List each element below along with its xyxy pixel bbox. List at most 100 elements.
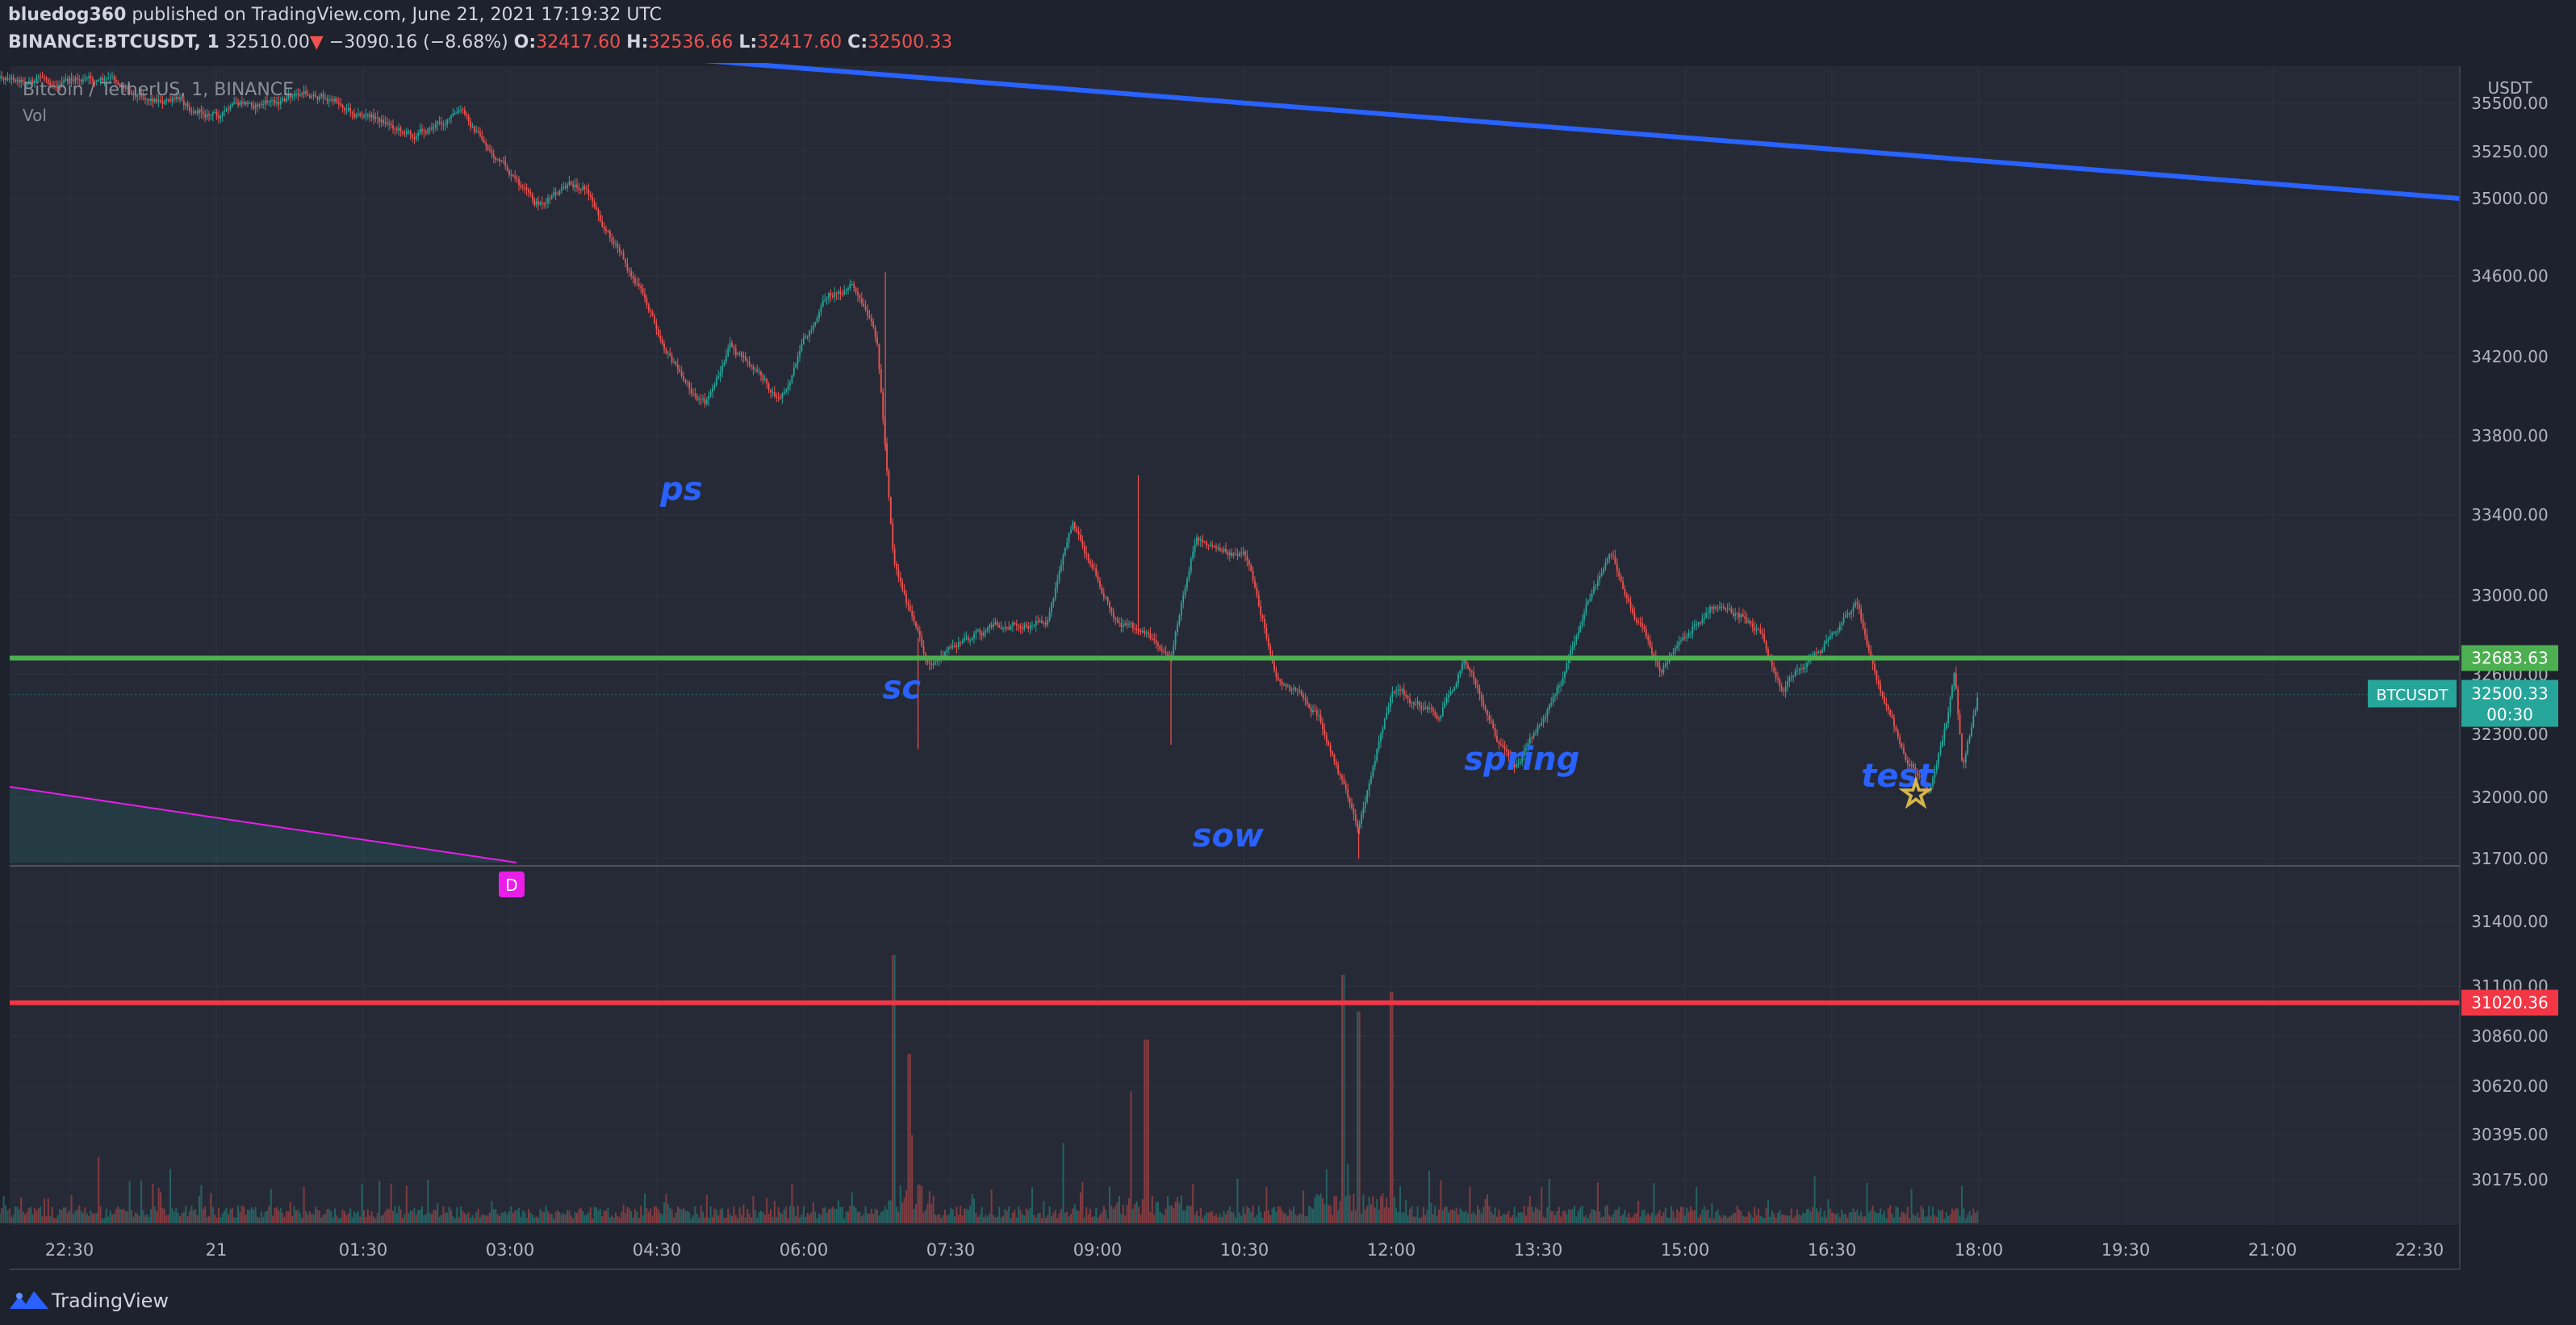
- volume-bar: [1932, 1206, 1934, 1223]
- author-name[interactable]: bluedog360: [8, 5, 127, 25]
- candle-body: [264, 100, 266, 105]
- volume-bar: [1362, 1193, 1365, 1223]
- volume-bar: [1303, 1190, 1304, 1223]
- volume-bar: [337, 1218, 340, 1223]
- candle-body: [177, 97, 179, 99]
- drawing-marker[interactable]: D: [499, 871, 525, 897]
- candle-body: [1662, 666, 1665, 673]
- candle-body: [969, 639, 972, 641]
- candle-body: [289, 94, 291, 98]
- volume-bar: [651, 1215, 654, 1223]
- volume-bar: [2, 1195, 5, 1223]
- candle-body: [55, 86, 57, 88]
- volume-bar: [6, 1210, 9, 1223]
- candle-body: [647, 304, 650, 311]
- volume-bar: [533, 1217, 536, 1223]
- volume-bar: [772, 1216, 774, 1223]
- volume-bar: [1184, 1210, 1186, 1223]
- annotations[interactable]: ps sc sow spring test: [659, 471, 1934, 855]
- descending-trendline[interactable]: [681, 63, 2461, 201]
- volume-bar: [1209, 1211, 1211, 1223]
- volume-bar: [1405, 1199, 1407, 1223]
- candle-body: [1131, 623, 1134, 629]
- volume-bar: [1399, 1186, 1401, 1223]
- volume-bar: [847, 1211, 849, 1223]
- volume-bar: [429, 1213, 431, 1223]
- candle-body: [253, 106, 255, 109]
- candle-body: [328, 100, 330, 102]
- plot-area[interactable]: [10, 66, 2460, 1225]
- drawing-triangle[interactable]: [9, 786, 517, 863]
- annotation-spring[interactable]: spring: [1464, 741, 1579, 778]
- candle-body: [1905, 753, 1907, 760]
- triangle-edge[interactable]: [9, 786, 517, 863]
- volume-bar: [264, 1211, 266, 1223]
- candle-body: [860, 298, 863, 304]
- candle-body: [1426, 707, 1428, 709]
- horizontal-lines[interactable]: [10, 655, 2460, 1005]
- candle-body: [1972, 715, 1975, 728]
- volume-bar: [554, 1211, 557, 1223]
- candle-body: [1422, 708, 1424, 710]
- tradingview-logo-icon[interactable]: [8, 1288, 50, 1314]
- volume-bar: [713, 1208, 716, 1223]
- volume-bar: [295, 1210, 297, 1223]
- candle-body: [1052, 598, 1055, 604]
- volume-bar: [189, 1210, 190, 1223]
- candle-body: [1395, 690, 1398, 692]
- volume-bar: [0, 1213, 1, 1223]
- volume-bar: [1916, 1213, 1918, 1223]
- candle-body: [1238, 553, 1240, 557]
- candle-body: [1874, 663, 1876, 671]
- volume-bar: [859, 1211, 861, 1223]
- volume-bar: [12, 1214, 15, 1223]
- candle-body: [341, 105, 344, 109]
- volume-bar: [795, 1216, 797, 1223]
- candle-body: [1587, 600, 1589, 604]
- volume-bar: [1, 1208, 3, 1223]
- volume-bar: [148, 1217, 150, 1223]
- footer-brand[interactable]: TradingView: [52, 1289, 169, 1312]
- volume-bar: [276, 1206, 278, 1223]
- star-icon[interactable]: ☆: [1898, 771, 1934, 817]
- candle-body: [200, 109, 203, 112]
- volume-bar: [680, 1209, 683, 1223]
- volume-bar: [1829, 1208, 1831, 1223]
- volume-bar: [132, 1216, 135, 1223]
- candle-body: [998, 625, 1001, 628]
- candle-body: [810, 329, 813, 331]
- volume-bar: [1945, 1211, 1947, 1223]
- candle-body: [1076, 528, 1078, 532]
- annotation-sow[interactable]: sow: [1193, 817, 1265, 855]
- candle-body: [247, 102, 249, 105]
- candle-body: [721, 366, 723, 373]
- volume-bar: [888, 1200, 890, 1223]
- volume-bar: [1335, 1196, 1337, 1223]
- candle-body: [467, 115, 470, 122]
- volume-bar: [1449, 1210, 1452, 1223]
- open-label: O:: [513, 32, 537, 52]
- volume-bar: [99, 1206, 102, 1223]
- candle-body: [1155, 639, 1157, 644]
- volume-bar: [140, 1180, 142, 1223]
- candle-body: [1215, 546, 1217, 549]
- annotation-ps[interactable]: ps: [659, 471, 702, 508]
- time-axis[interactable]: 22:30 21 01:30 03:00 04:30 06:00 07:30 09:00 10:…: [10, 1240, 2460, 1270]
- volume-bar: [911, 1135, 914, 1223]
- volume-bar: [855, 1207, 857, 1223]
- volume-bar: [182, 1211, 185, 1223]
- annotation-test[interactable]: test: [1861, 758, 1934, 795]
- low-value: 32417.60: [757, 32, 843, 52]
- volume-bar: [115, 1209, 117, 1223]
- volume-bar: [1027, 1210, 1030, 1223]
- volume-bar: [683, 1207, 684, 1223]
- annotation-sc[interactable]: sc: [883, 670, 922, 707]
- volume-bar: [860, 1216, 863, 1223]
- candle-body: [791, 375, 793, 383]
- candle-body: [1294, 688, 1297, 691]
- candle-body: [930, 663, 933, 665]
- volume-bar: [1048, 1206, 1051, 1223]
- candle-body: [272, 99, 274, 101]
- trendline[interactable]: [681, 63, 2461, 201]
